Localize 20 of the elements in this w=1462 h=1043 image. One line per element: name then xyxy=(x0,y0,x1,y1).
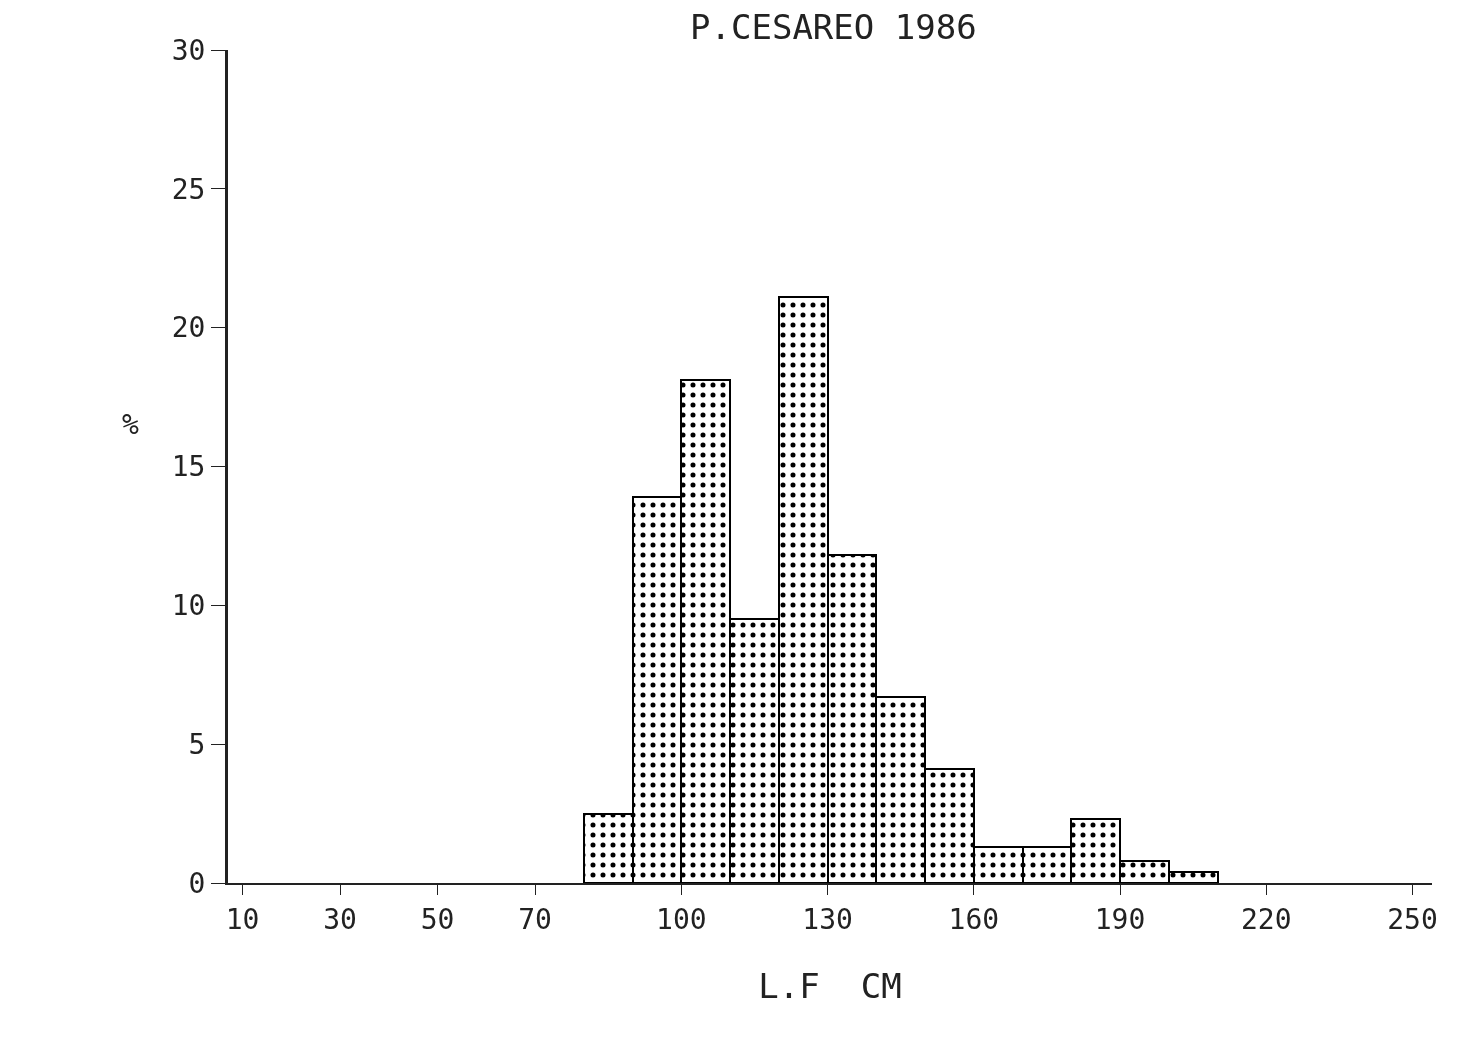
x-tick-label: 100 xyxy=(656,902,707,936)
y-tick-label: 5 xyxy=(188,727,206,761)
chart-title: P.CESAREO 1986 xyxy=(690,7,977,48)
y-tick-label: 10 xyxy=(171,589,206,623)
y-tick-label: 0 xyxy=(188,866,206,900)
x-tick-label: 250 xyxy=(1387,902,1438,936)
y-tick-label: 15 xyxy=(171,450,206,484)
x-tick-label: 220 xyxy=(1240,902,1292,936)
x-tick-label: 70 xyxy=(518,902,552,936)
x-tick-label: 160 xyxy=(948,902,1000,936)
x-tick-label: 10 xyxy=(225,902,260,936)
x-axis-title: L.F CM xyxy=(758,966,902,1007)
x-tick-label: 130 xyxy=(802,902,853,936)
y-tick-label: 30 xyxy=(171,33,206,67)
y-axis-title: % xyxy=(122,408,139,441)
x-tick-label: 50 xyxy=(420,902,455,936)
y-tick-label: 20 xyxy=(171,311,206,345)
x-tick-label: 190 xyxy=(1094,902,1146,936)
x-tick-label: 30 xyxy=(323,902,357,936)
y-tick-label: 25 xyxy=(171,172,206,206)
